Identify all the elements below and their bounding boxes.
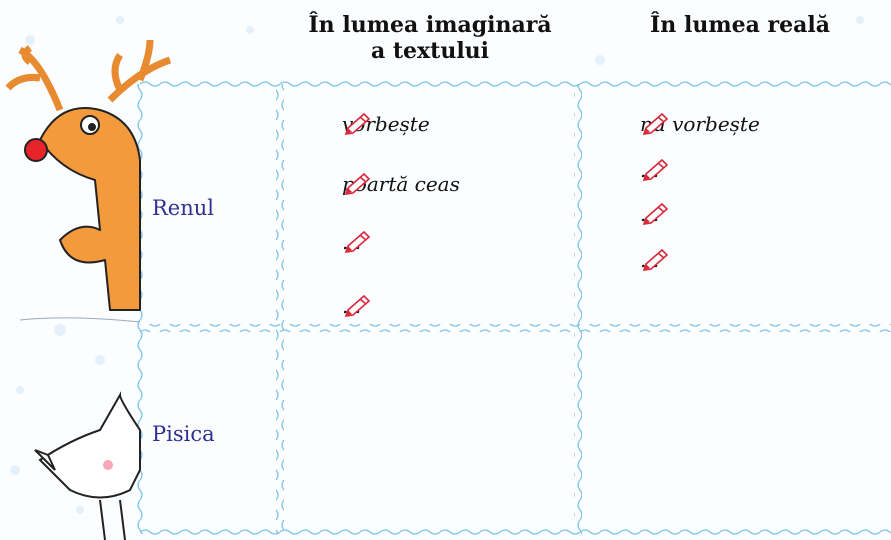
- wavy-border: [574, 84, 582, 534]
- pencil-icon: [642, 202, 669, 225]
- list-item: ...: [342, 230, 371, 254]
- list-item: ...: [640, 248, 669, 272]
- wavy-border: [140, 528, 891, 536]
- list-item: ...: [640, 158, 669, 182]
- row-label: Pisica: [152, 422, 215, 446]
- list-item: ...: [640, 202, 669, 226]
- wavy-border: [276, 84, 284, 534]
- column-header: În lumea reală: [590, 12, 890, 38]
- pencil-icon: [344, 112, 371, 135]
- pencil-icon: [344, 172, 371, 195]
- list-item: vorbește: [342, 112, 430, 136]
- row-label: Renul: [152, 196, 215, 220]
- pencil-icon: [344, 230, 371, 253]
- pencil-icon: [344, 294, 371, 317]
- list-item: ...: [342, 294, 371, 318]
- header-line: a textului: [370, 38, 490, 64]
- header-line: În lumea reală: [650, 12, 830, 38]
- list-item: poartă ceas: [342, 172, 460, 196]
- pencil-icon: [642, 112, 669, 135]
- pencil-icon: [642, 158, 669, 181]
- cat: [34, 391, 141, 540]
- column-header: În lumea imaginară a textului: [280, 12, 580, 64]
- list-item: nu vorbește: [640, 112, 760, 136]
- wavy-border: [140, 324, 891, 332]
- wavy-border: [140, 80, 891, 88]
- reindeer: [5, 39, 172, 323]
- pencil-icon: [642, 248, 669, 271]
- header-line: În lumea imaginară: [308, 12, 552, 38]
